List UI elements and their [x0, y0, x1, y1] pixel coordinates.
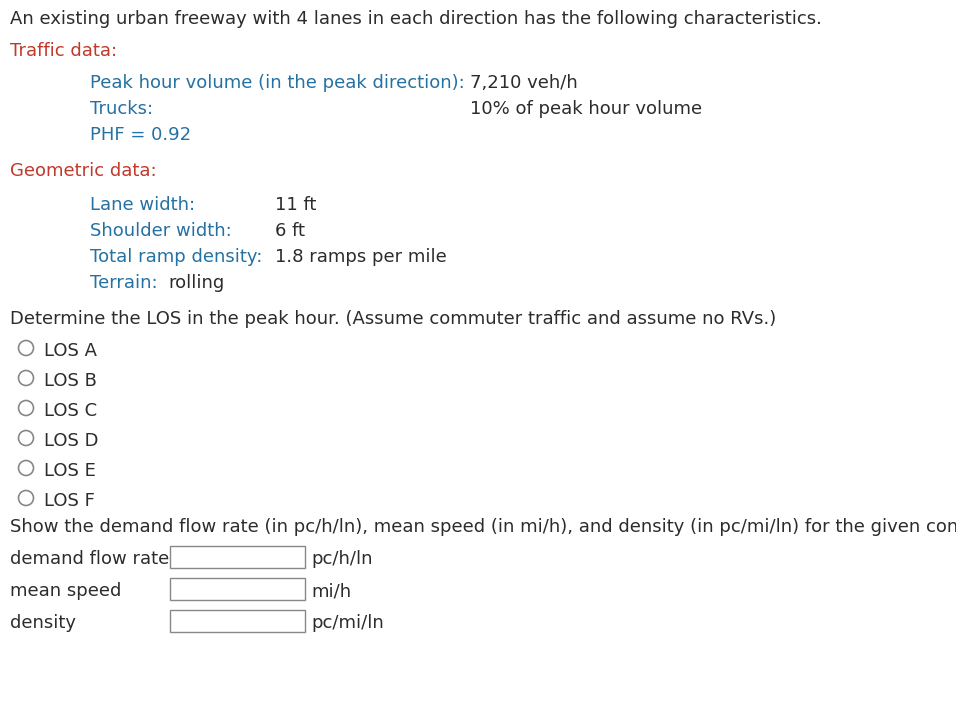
Text: Geometric data:: Geometric data:	[10, 162, 157, 180]
Text: An existing urban freeway with 4 lanes in each direction has the following chara: An existing urban freeway with 4 lanes i…	[10, 10, 822, 28]
Text: mi/h: mi/h	[311, 582, 351, 600]
Text: 11 ft: 11 ft	[275, 196, 316, 214]
Text: Trucks:: Trucks:	[90, 100, 153, 118]
Text: LOS C: LOS C	[44, 402, 98, 420]
Text: mean speed: mean speed	[10, 582, 121, 600]
Circle shape	[18, 430, 33, 446]
Circle shape	[18, 371, 33, 386]
Text: pc/mi/ln: pc/mi/ln	[311, 614, 383, 632]
Text: 6 ft: 6 ft	[275, 222, 305, 240]
Bar	[170, 610, 305, 632]
Text: Show the demand flow rate (in pc/h/ln), mean speed (in mi/h), and density (in pc: Show the demand flow rate (in pc/h/ln), …	[10, 518, 956, 536]
Text: Traffic data:: Traffic data:	[10, 42, 118, 60]
Bar	[170, 546, 305, 568]
Bar	[170, 578, 305, 600]
Text: Determine the LOS in the peak hour. (Assume commuter traffic and assume no RVs.): Determine the LOS in the peak hour. (Ass…	[10, 310, 776, 328]
Circle shape	[18, 491, 33, 505]
Text: 10% of peak hour volume: 10% of peak hour volume	[470, 100, 702, 118]
Text: PHF = 0.92: PHF = 0.92	[90, 126, 191, 144]
Text: rolling: rolling	[168, 274, 225, 292]
Text: Terrain:: Terrain:	[90, 274, 158, 292]
Text: Lane width:: Lane width:	[90, 196, 195, 214]
Text: LOS F: LOS F	[44, 492, 95, 510]
Text: Shoulder width:: Shoulder width:	[90, 222, 231, 240]
Text: Peak hour volume (in the peak direction):: Peak hour volume (in the peak direction)…	[90, 74, 465, 92]
Text: LOS D: LOS D	[44, 432, 98, 450]
Text: pc/h/ln: pc/h/ln	[311, 550, 373, 568]
Text: 7,210 veh/h: 7,210 veh/h	[470, 74, 577, 92]
Text: LOS A: LOS A	[44, 342, 97, 360]
Circle shape	[18, 400, 33, 416]
Text: LOS E: LOS E	[44, 462, 96, 480]
Circle shape	[18, 461, 33, 475]
Text: Total ramp density:: Total ramp density:	[90, 248, 262, 266]
Text: 1.8 ramps per mile: 1.8 ramps per mile	[275, 248, 446, 266]
Text: demand flow rate: demand flow rate	[10, 550, 169, 568]
Circle shape	[18, 341, 33, 355]
Text: density: density	[10, 614, 76, 632]
Text: LOS B: LOS B	[44, 372, 97, 390]
